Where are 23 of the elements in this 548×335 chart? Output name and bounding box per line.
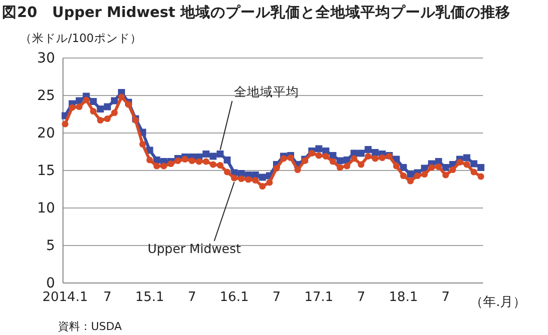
y-tick-label: 30 [37, 50, 55, 66]
y-tick-label: 20 [37, 125, 55, 142]
x-tick-label: 15.1 [135, 290, 164, 306]
y-tick-label: 10 [37, 200, 55, 216]
y-axis-title: （米ドル/100ポンド） [20, 31, 142, 45]
text: 資料：USDA [58, 320, 122, 333]
chart-title: 図20 Upper Midwest 地域のプール乳価と全地域平均プール乳価の推移 [2, 4, 510, 21]
x-tick-label: 7 [356, 290, 366, 306]
x-tick-label: 7 [103, 290, 112, 306]
text: Upper Midwest [148, 241, 242, 256]
y-tick-label: 0 [46, 275, 55, 292]
x-tick-label: 7 [442, 290, 450, 306]
x-tick-label: 7 [188, 290, 196, 306]
y-tick-label: 15 [37, 162, 55, 179]
x-tick-label: 17.1 [304, 290, 334, 306]
x-tick-label: 7 [272, 290, 281, 306]
x-tick-label: 18.1 [388, 290, 418, 306]
x-tick-label: 16.1 [220, 290, 249, 306]
text: 全地域平均 [234, 84, 300, 99]
y-tick-label: 5 [46, 238, 55, 254]
x-axis-title: （年.月） [470, 295, 526, 310]
y-tick-label: 25 [37, 88, 55, 104]
x-tick-label: 2014.1 [42, 290, 88, 306]
